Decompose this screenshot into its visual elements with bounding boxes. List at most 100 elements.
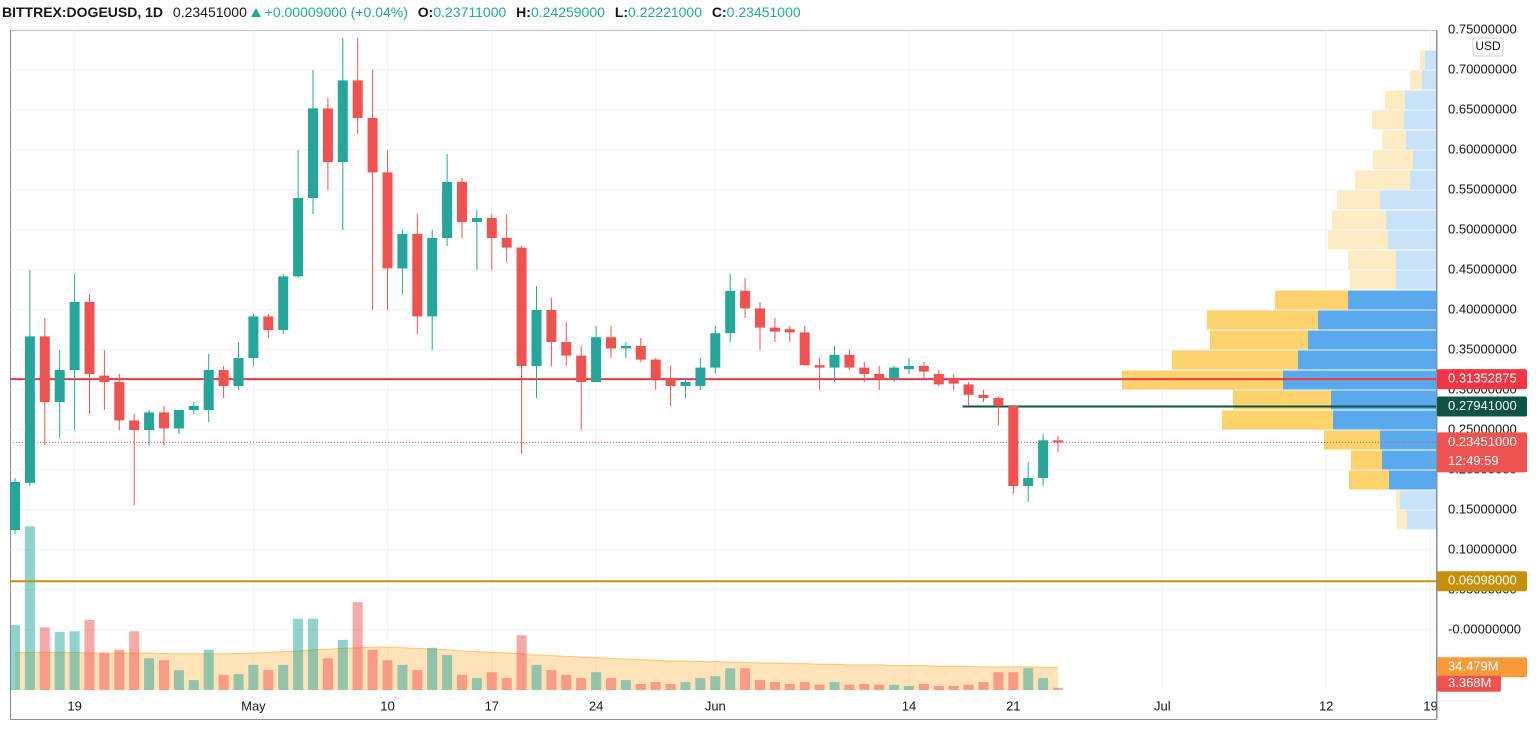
up-arrow	[250, 8, 261, 17]
candle-body	[367, 118, 378, 173]
candle-body	[203, 370, 214, 410]
hline-label-bg	[1437, 396, 1527, 417]
candle-body	[769, 327, 780, 332]
volume-bar	[471, 678, 482, 690]
candle-body	[561, 342, 572, 356]
candle-body	[233, 358, 244, 386]
profile-up	[1308, 330, 1436, 350]
volume-bar	[561, 674, 572, 690]
volume-bar	[1038, 678, 1049, 690]
profile-up	[1382, 450, 1436, 470]
candle-body	[501, 238, 512, 248]
candle-body	[397, 234, 408, 269]
profile-down	[1350, 270, 1396, 290]
volume-bar	[397, 664, 408, 690]
candle-body	[650, 359, 661, 378]
volume-bar	[114, 649, 125, 690]
profile-down	[1337, 190, 1380, 210]
candle-body	[889, 367, 900, 378]
last-price-label-bg	[1437, 432, 1527, 473]
volume-bar	[695, 678, 706, 690]
volume-bar	[39, 627, 50, 690]
profile-up	[1407, 510, 1436, 530]
candle-body	[948, 379, 959, 384]
candle-body	[412, 234, 423, 317]
volume-bar	[144, 658, 155, 690]
volume-ma-label-bg	[1437, 657, 1527, 678]
volume-bar	[54, 631, 65, 690]
profile-up	[1396, 270, 1436, 290]
candle-body	[99, 375, 110, 382]
volume-bar	[680, 682, 691, 690]
y-tick-label: 0.45000000	[1448, 261, 1517, 276]
x-tick-label: May	[241, 698, 266, 713]
volume-bar	[10, 624, 20, 690]
candle-body	[799, 332, 810, 366]
profile-down	[1385, 90, 1405, 110]
ohlc-label: H:	[516, 4, 531, 20]
volume-bar	[993, 672, 1004, 690]
candle-body	[740, 290, 751, 309]
profile-up	[1389, 470, 1436, 490]
volume-bar	[784, 684, 795, 690]
candle-body	[54, 370, 65, 402]
profile-down	[1410, 70, 1422, 90]
profile-up	[1348, 290, 1436, 310]
candle-body	[69, 302, 80, 370]
volume-bar	[591, 672, 602, 690]
profile-up	[1298, 350, 1436, 370]
volume-bar	[442, 655, 453, 690]
volume-bar	[859, 684, 870, 690]
y-tick-label: 0.75000000	[1448, 21, 1517, 36]
volume-ma-line	[15, 646, 1059, 668]
y-tick-label: 0.35000000	[1448, 341, 1517, 356]
volume-bar	[918, 684, 929, 690]
x-tick-label: 19	[67, 698, 81, 713]
candle-body	[471, 218, 482, 222]
volume-bar	[322, 658, 333, 690]
candle-body	[39, 336, 50, 402]
candle-body	[293, 198, 304, 277]
volume-label-bg	[1437, 675, 1501, 692]
volume-bar	[233, 674, 244, 690]
hline-label-bg	[1437, 571, 1527, 592]
y-tick-label: 0.60000000	[1448, 141, 1517, 156]
profile-down	[1172, 350, 1298, 370]
profile-up	[1380, 190, 1436, 210]
hline-label: 0.27941000	[1448, 398, 1517, 413]
candle-body	[1053, 440, 1063, 443]
currency-box	[1472, 37, 1504, 57]
candle-body	[486, 218, 497, 238]
candle-body	[710, 333, 721, 368]
candle-body	[531, 310, 542, 366]
candle-body	[322, 108, 333, 162]
volume-bar	[948, 686, 959, 690]
candle-body	[606, 337, 616, 349]
candle-body	[844, 354, 855, 368]
candle-body	[457, 182, 467, 222]
volume-bar	[293, 618, 304, 690]
candle-body	[814, 365, 825, 368]
x-tick-label: 19	[1423, 698, 1437, 713]
x-tick-label: 21	[1006, 698, 1020, 713]
volume-bar	[725, 668, 736, 690]
profile-up	[1396, 250, 1436, 270]
candle-body	[159, 412, 169, 429]
candle-body	[918, 366, 929, 372]
x-tick-label: 10	[380, 698, 394, 713]
y-tick-label: 0.50000000	[1448, 221, 1517, 236]
ohlc-value: 0.23711000	[433, 4, 507, 20]
volume-bar	[606, 678, 616, 690]
candle-body	[665, 378, 676, 386]
profile-down	[1349, 470, 1389, 490]
candle-body	[144, 412, 155, 430]
candle-body	[516, 247, 527, 366]
y-tick-label: 0.10000000	[1448, 541, 1517, 556]
profile-up	[1331, 390, 1436, 410]
profile-down	[1397, 510, 1407, 530]
profile-down	[1396, 490, 1400, 510]
volume-bar	[889, 684, 900, 690]
change: +0.00009000 (+0.04%)	[264, 4, 408, 20]
y-tick-label: 0.55000000	[1448, 181, 1517, 196]
volume-bar	[814, 684, 825, 690]
